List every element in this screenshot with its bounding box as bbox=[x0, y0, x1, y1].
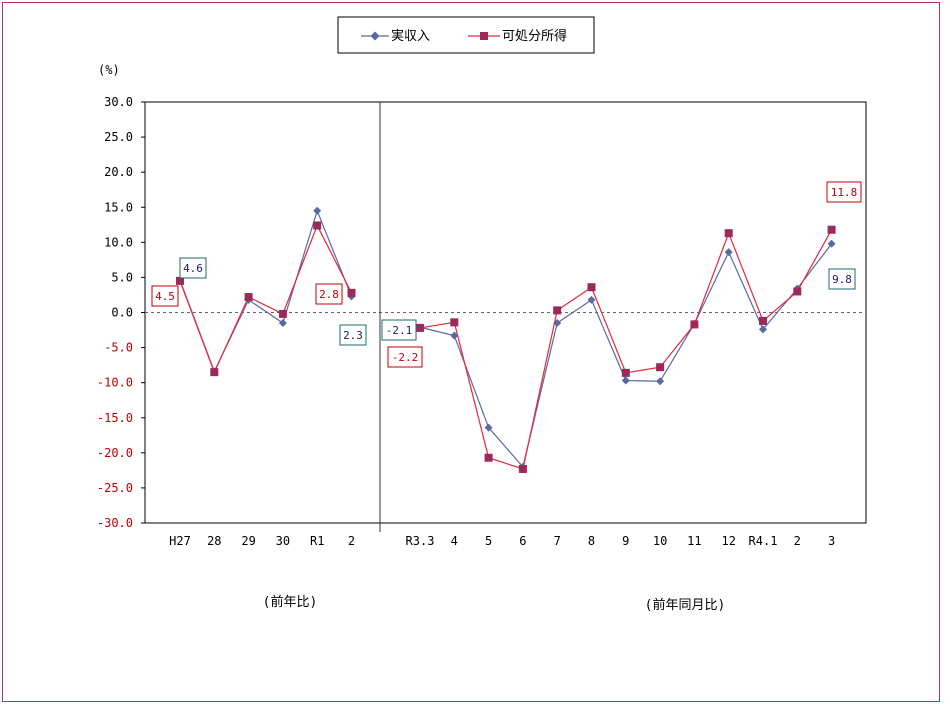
y-tick-label: -10.0 bbox=[97, 376, 133, 390]
annotations: 4.6 4.5 2.8 2.3 -2.1 -2.2 11.8 9.8 bbox=[151, 181, 862, 368]
x-tick-label: 3 bbox=[828, 534, 835, 548]
data-point bbox=[553, 306, 562, 315]
x-tick-label: 9 bbox=[622, 534, 629, 548]
data-point bbox=[759, 316, 767, 325]
y-tick-label: 15.0 bbox=[104, 200, 133, 214]
x-tick-label: 28 bbox=[207, 534, 221, 548]
data-label-box: 2.3 bbox=[339, 324, 367, 346]
data-point bbox=[587, 283, 596, 292]
series-layer bbox=[176, 206, 836, 473]
y-tick-label: 30.0 bbox=[104, 95, 133, 109]
data-point bbox=[313, 221, 322, 230]
x-tick-label: 6 bbox=[519, 534, 526, 548]
data-point bbox=[313, 206, 322, 215]
legend-label-actual-income: 実収入 bbox=[391, 28, 430, 44]
y-tick-label: -30.0 bbox=[97, 516, 133, 530]
x-tick-label: H27 bbox=[169, 534, 191, 548]
x-tick-label: R1 bbox=[310, 534, 324, 548]
data-point bbox=[347, 288, 356, 297]
data-label: 4.6 bbox=[183, 262, 203, 275]
y-tick-label: 20.0 bbox=[104, 165, 133, 179]
data-label: 2.3 bbox=[343, 329, 363, 342]
data-point bbox=[278, 309, 287, 318]
data-point bbox=[724, 248, 733, 257]
data-label-box: 4.5 bbox=[151, 285, 179, 307]
y-tick-label: 5.0 bbox=[111, 270, 133, 284]
legend-box bbox=[337, 16, 595, 54]
data-point bbox=[827, 225, 836, 234]
x-tick-label: 7 bbox=[554, 534, 561, 548]
x-tick-label: 8 bbox=[588, 534, 595, 548]
y-axis-ticks: 30.0 25.0 20.0 15.0 10.0 5.0 0.0 -5.0 -10.0 -15.0… bbox=[97, 95, 145, 530]
data-point bbox=[587, 295, 596, 304]
x-tick-label: R4.1 bbox=[749, 534, 778, 548]
data-point bbox=[724, 229, 733, 238]
square-marker-icon bbox=[480, 32, 488, 40]
y-tick-label: -25.0 bbox=[97, 481, 133, 495]
legend-label-disposable-income: 可処分所得 bbox=[502, 28, 567, 44]
data-label-box: -2.2 bbox=[387, 346, 423, 368]
data-label: -2.2 bbox=[392, 351, 419, 364]
x-tick-label: 2 bbox=[348, 534, 355, 548]
data-point bbox=[759, 325, 767, 334]
group-label-monthly: (前年同月比) bbox=[645, 597, 726, 613]
data-label: 4.5 bbox=[155, 290, 175, 303]
data-point bbox=[278, 319, 287, 328]
data-point bbox=[621, 368, 630, 377]
y-tick-label: -15.0 bbox=[97, 411, 133, 425]
legend: 実収入 可処分所得 bbox=[337, 16, 595, 54]
data-label: 2.8 bbox=[319, 288, 339, 301]
data-point bbox=[690, 320, 699, 329]
data-label-box: 2.8 bbox=[315, 283, 343, 305]
series-line bbox=[419, 229, 833, 470]
data-point bbox=[518, 464, 527, 473]
y-tick-label: -20.0 bbox=[97, 446, 133, 460]
diamond-marker-icon bbox=[370, 31, 380, 41]
x-tick-label: 12 bbox=[721, 534, 735, 548]
data-point bbox=[793, 287, 802, 296]
data-point bbox=[656, 377, 665, 386]
data-label-box: -2.1 bbox=[381, 319, 417, 341]
data-label-box: 9.8 bbox=[828, 268, 856, 290]
data-point bbox=[450, 318, 459, 327]
y-unit-label: (%) bbox=[98, 63, 120, 77]
data-label-box: 4.6 bbox=[179, 257, 207, 279]
x-tick-label: 11 bbox=[687, 534, 701, 548]
data-label: 9.8 bbox=[832, 273, 852, 286]
x-tick-label: 10 bbox=[653, 534, 667, 548]
x-tick-label: 4 bbox=[451, 534, 458, 548]
legend-item-1: 実収入 bbox=[361, 28, 430, 44]
data-point bbox=[484, 423, 493, 432]
y-tick-label: -5.0 bbox=[104, 341, 133, 355]
data-point bbox=[656, 363, 665, 372]
data-point bbox=[484, 453, 493, 462]
data-point bbox=[210, 368, 219, 377]
data-point bbox=[244, 293, 253, 302]
x-tick-label: 30 bbox=[276, 534, 290, 548]
y-tick-label: 0.0 bbox=[111, 306, 133, 320]
legend-item-2: 可処分所得 bbox=[468, 28, 567, 44]
data-label: -2.1 bbox=[386, 324, 413, 337]
data-label-box: 11.8 bbox=[826, 181, 862, 203]
data-point bbox=[621, 376, 630, 385]
data-label: 11.8 bbox=[831, 186, 858, 199]
y-tick-label: 10.0 bbox=[104, 235, 133, 249]
y-tick-label: 25.0 bbox=[104, 130, 133, 144]
data-point bbox=[450, 331, 459, 340]
group-label-annual: (前年比) bbox=[263, 594, 318, 610]
data-point bbox=[827, 239, 836, 248]
x-tick-label: 29 bbox=[241, 534, 255, 548]
data-point bbox=[416, 323, 424, 332]
x-tick-label: R3.3 bbox=[406, 534, 435, 548]
data-point bbox=[176, 276, 184, 285]
series-line bbox=[419, 243, 833, 469]
data-point bbox=[553, 319, 562, 328]
x-axis-ticks: H27 28 29 30 R1 2 R3.3 4 5 6 7 8 9 10 11 12 R4.1 2 3 bbox=[169, 534, 835, 548]
chart-frame bbox=[2, 2, 940, 702]
series-line bbox=[179, 224, 353, 374]
x-tick-label: 2 bbox=[794, 534, 801, 548]
x-tick-label: 5 bbox=[485, 534, 492, 548]
